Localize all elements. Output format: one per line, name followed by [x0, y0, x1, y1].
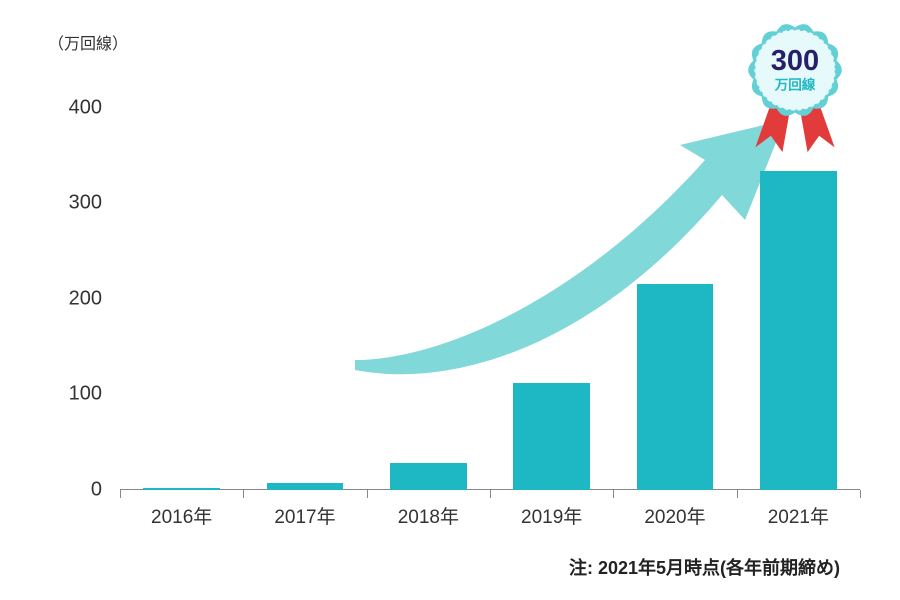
y-tick-label: 200 — [69, 287, 102, 310]
x-tick-label: 2021年 — [768, 502, 829, 529]
achievement-badge: 300 万回線 — [730, 12, 860, 157]
x-tick — [120, 490, 121, 498]
bar — [267, 483, 343, 490]
x-tick — [613, 490, 614, 498]
bar — [513, 383, 589, 490]
y-tick-label: 400 — [69, 96, 102, 119]
badge-number: 300 — [771, 45, 819, 77]
x-tick — [367, 490, 368, 498]
x-tick — [243, 490, 244, 498]
x-tick — [490, 490, 491, 498]
bar — [390, 463, 466, 490]
x-tick-label: 2019年 — [521, 502, 582, 529]
x-tick-label: 2016年 — [151, 502, 212, 529]
y-axis-unit-label: （万回線） — [48, 30, 128, 54]
bar — [143, 488, 219, 490]
x-tick-label: 2018年 — [398, 502, 459, 529]
x-tick-label: 2020年 — [644, 502, 705, 529]
x-tick — [737, 490, 738, 498]
x-tick-label: 2017年 — [274, 502, 335, 529]
y-tick-label: 100 — [69, 383, 102, 406]
y-tick-label: 300 — [69, 192, 102, 215]
bar — [637, 284, 713, 490]
x-tick — [860, 490, 861, 498]
y-tick-label: 0 — [91, 479, 102, 502]
chart-footnote: 注: 2021年5月時点(各年前期締め) — [569, 554, 840, 580]
bar — [760, 171, 836, 490]
badge-subtext: 万回線 — [774, 76, 816, 92]
